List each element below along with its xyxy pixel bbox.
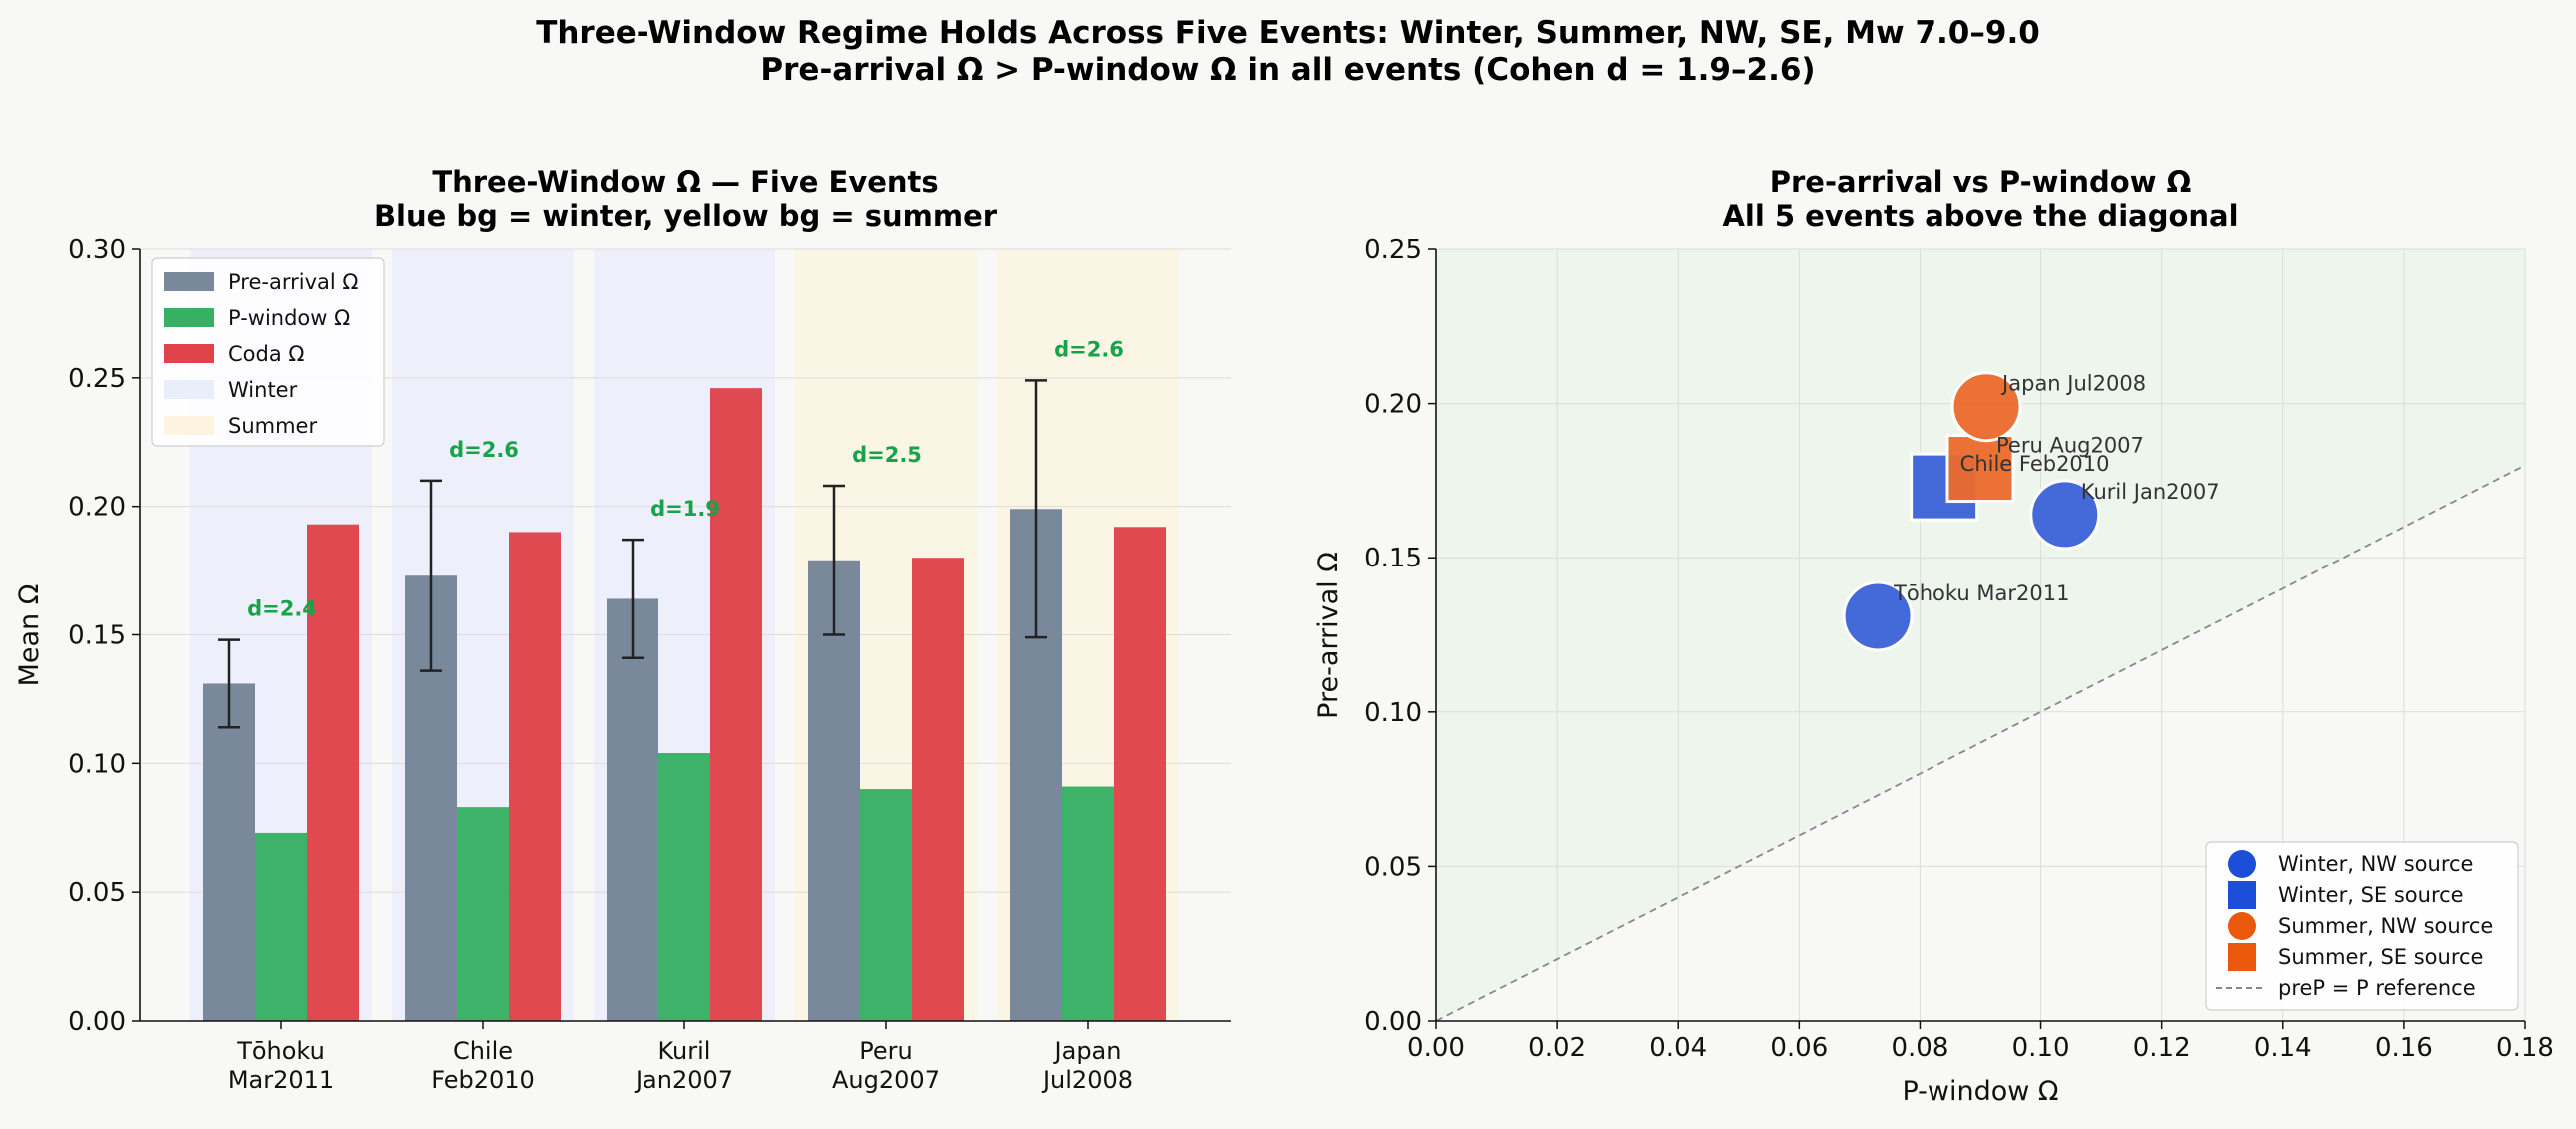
y-tick-label: 0.00 <box>68 1007 126 1037</box>
x-tick-label: 0.14 <box>2254 1033 2312 1063</box>
scatter-point-square <box>1945 434 2015 504</box>
legend-label: Summer, SE source <box>2278 945 2483 969</box>
x-tick-label: Jul2008 <box>1041 1066 1133 1094</box>
scatter-chart-panel: Pre-arrival vs P-window Ω All 5 events a… <box>1313 165 2554 1107</box>
bar-coda <box>710 388 762 1021</box>
y-tick-label: 0.10 <box>68 749 126 779</box>
legend-marker-square <box>2228 881 2256 909</box>
y-tick-label: 0.15 <box>1364 544 1422 573</box>
scatter-point-label: Peru Aug2007 <box>1996 434 2144 458</box>
x-tick-label: 0.12 <box>2133 1033 2191 1063</box>
legend-label: P-window Ω <box>228 306 350 330</box>
y-tick-label: 0.30 <box>68 235 126 265</box>
legend-swatch <box>164 416 214 435</box>
y-tick-label: 0.25 <box>68 364 126 394</box>
bar-p-window <box>457 807 509 1021</box>
x-tick-label: 0.10 <box>2012 1033 2070 1063</box>
legend-swatch <box>164 272 214 291</box>
scatter-point-label: Tōhoku Mar2011 <box>1893 581 2069 605</box>
y-tick-label: 0.05 <box>68 878 126 908</box>
x-tick-label: 0.16 <box>2375 1033 2433 1063</box>
legend-swatch <box>164 308 214 327</box>
legend-marker-circle <box>2228 850 2256 878</box>
bar-p-window <box>1062 786 1114 1021</box>
x-tick-label: Tōhoku <box>236 1037 325 1065</box>
bar-pre-arrival <box>607 598 658 1021</box>
legend-label: Pre-arrival Ω <box>228 270 358 294</box>
legend-swatch <box>164 380 214 399</box>
x-tick-label: Peru <box>859 1037 912 1065</box>
bar-coda <box>307 524 359 1021</box>
scatter-chart-y-axis-label: Pre-arrival Ω <box>1313 552 1344 719</box>
above-diagonal-region <box>1436 249 2525 1021</box>
scatter-point-label: Japan Jul2008 <box>2000 372 2146 396</box>
legend-label: Summer <box>228 414 317 438</box>
scatter-chart-subtitle: All 5 events above the diagonal <box>1722 199 2238 233</box>
y-tick-label: 0.15 <box>68 621 126 651</box>
legend-label: Coda Ω <box>228 342 304 366</box>
legend-label: Winter, SE source <box>2278 883 2464 907</box>
x-tick-label: Kuril <box>658 1037 711 1065</box>
x-tick-label: 0.08 <box>1891 1033 1948 1063</box>
x-tick-label: Mar2011 <box>228 1066 334 1094</box>
scatter-point-circle <box>1950 371 2022 443</box>
bar-p-window <box>658 753 710 1021</box>
cohen-d-label: d=2.4 <box>247 597 317 621</box>
bar-p-window <box>860 789 912 1021</box>
x-tick-label: 0.00 <box>1407 1033 1465 1063</box>
y-tick-label: 0.25 <box>1364 235 1422 265</box>
y-tick-label: 0.20 <box>68 493 126 523</box>
bar-coda <box>509 532 561 1021</box>
x-tick-label: Chile <box>453 1037 513 1065</box>
bar-pre-arrival <box>203 683 255 1021</box>
legend-marker-square <box>2228 943 2256 971</box>
bar-p-window <box>255 832 307 1021</box>
x-tick-label: 0.02 <box>1528 1033 1586 1063</box>
bar-chart-panel: Three-Window Ω — Five Events Blue bg = w… <box>14 165 1231 1094</box>
cohen-d-label: d=2.5 <box>852 443 922 467</box>
scatter-chart-title: Pre-arrival vs P-window Ω <box>1770 165 2192 199</box>
cohen-d-label: d=2.6 <box>449 438 519 462</box>
scatter-point-circle <box>1842 580 1914 652</box>
legend-label: Summer, NW source <box>2278 914 2493 938</box>
x-tick-label: Aug2007 <box>832 1066 940 1094</box>
bar-chart-subtitle: Blue bg = winter, yellow bg = summer <box>374 199 998 233</box>
y-tick-label: 0.00 <box>1364 1007 1422 1037</box>
bar-chart-y-axis-label: Mean Ω <box>14 584 45 687</box>
x-tick-label: Japan <box>1053 1037 1122 1065</box>
figure-title-line2: Pre-arrival Ω > P-window Ω in all events… <box>760 52 1815 88</box>
cohen-d-label: d=1.9 <box>650 497 720 521</box>
figure-title-line1: Three-Window Regime Holds Across Five Ev… <box>536 15 2040 51</box>
legend-label: Winter <box>228 378 298 402</box>
x-tick-label: Feb2010 <box>431 1066 535 1094</box>
x-tick-label: 0.06 <box>1770 1033 1828 1063</box>
legend-label: Winter, NW source <box>2278 852 2473 876</box>
x-tick-label: Jan2007 <box>634 1066 733 1094</box>
legend-swatch <box>164 344 214 363</box>
legend-label: preP = P reference <box>2278 976 2476 1000</box>
cohen-d-label: d=2.6 <box>1054 337 1124 361</box>
bar-coda <box>1114 527 1166 1021</box>
bar-chart-title: Three-Window Ω — Five Events <box>432 165 938 199</box>
y-tick-label: 0.05 <box>1364 852 1422 882</box>
legend-marker-circle <box>2228 912 2256 940</box>
bar-pre-arrival <box>808 560 860 1021</box>
scatter-point-circle <box>2029 479 2101 551</box>
legend-box <box>2205 841 2519 1011</box>
scatter-point-label: Kuril Jan2007 <box>2081 480 2220 504</box>
x-tick-label: 0.18 <box>2496 1033 2554 1063</box>
scatter-chart-x-axis-label: P-window Ω <box>1902 1076 2058 1107</box>
y-tick-label: 0.20 <box>1364 390 1422 420</box>
scatter-point-label: Chile Feb2010 <box>1960 452 2110 476</box>
y-tick-label: 0.10 <box>1364 698 1422 728</box>
bar-coda <box>912 558 964 1021</box>
x-tick-label: 0.04 <box>1649 1033 1707 1063</box>
